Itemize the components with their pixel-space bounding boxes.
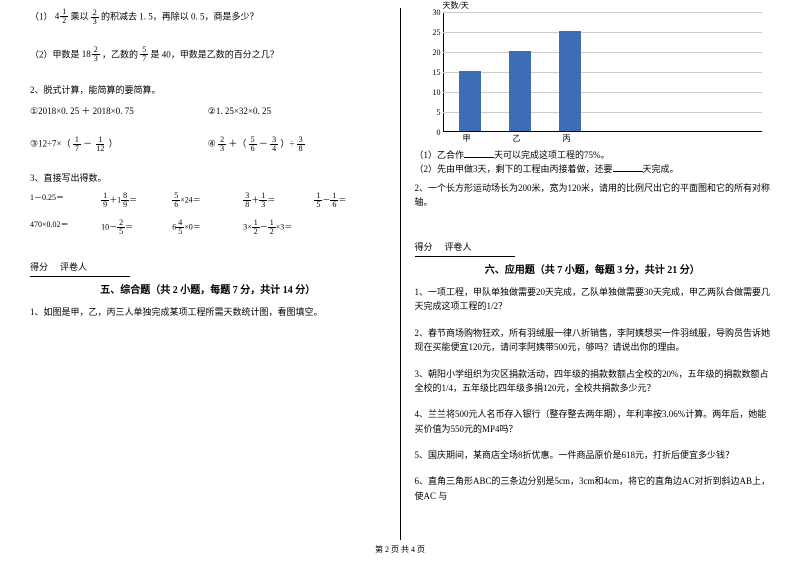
grader-label: 评卷人 [445,240,472,254]
p3-f: 470×0.02＝ [30,219,101,236]
chart-q1: （1）乙合作天可以完成这项工程的75%。 [415,148,771,162]
mixed-frac: 4 12 [55,8,69,25]
r-q5: 5、国庆期间，某商店全场8折优惠。一件商品原价是618元，打折后便宜多少钱？ [415,448,771,462]
txt: 的积减去 1. 5，再除以 0. 5，商是多少？ [101,11,259,21]
y-tick: 15 [423,67,441,80]
y-tick: 10 [423,87,441,100]
y-tick: 25 [423,27,441,40]
gridline [443,32,763,33]
score-label: 得分 [415,240,433,254]
p3-d: 38＋13＝ [243,192,314,209]
p3-h: 645×0＝ [172,219,243,236]
gridline [443,72,763,73]
p2-b: ②1. 25×32×0. 25 [208,104,386,118]
p2-a: ①2018×0. 25 ＋ 2018×0. 75 [30,104,208,118]
int-part: 4 [55,9,60,23]
p3-title: 3、直接写出得数。 [30,171,386,185]
page-footer: 第 2 页 共 4 页 [0,540,800,561]
y-tick: 5 [423,107,441,120]
p2-c: ③12÷7×（ 17 － 112 ） [30,136,208,153]
r-q2: 2、春节商场购物狂欢，所有羽绒服一律八折销售，李阿姨想买一件羽绒服，导购员告诉她… [415,326,771,355]
q1-2: （2）甲数是 18 23 ，乙数的 57 是 40，甲数是乙数的百分之几？ [30,46,386,64]
p3-i: 3×12－12×3＝ [243,219,385,236]
txt: 乘以 [71,11,89,21]
section-5-title: 五、综合题（共 2 小题，每题 7 分，共计 14 分） [30,283,386,299]
score-line [30,276,130,277]
y-axis-label: 天数/天 [443,0,469,13]
bar-乙 [509,51,531,131]
x-label: 甲 [463,133,471,146]
r-q4: 4、兰兰将500元人名币存入银行（整存整去两年期），年利率按3.06%计算。两年… [415,407,771,436]
p2-grid: ①2018×0. 25 ＋ 2018×0. 75 ②1. 25×32×0. 25… [30,104,386,171]
p3-b: 19＋189＝ [101,192,172,209]
r-q3: 3、朝阳小学组织为灾区捐款活动，四年级的捐款数额占全校的20%，五年级的捐款数额… [415,367,771,396]
bar-chart: 天数/天 051015202530甲乙丙 [415,8,771,148]
p3-grid: 1－0.25＝ 19＋189＝ 56×24＝ 38＋13＝ 15－16＝ 470… [30,192,386,246]
r-p2: 2、一个长方形运动场长为200米，宽为120米，请用的比例尺出它的平面图和它的所… [415,181,771,210]
p2-title: 2、脱式计算，能简算的要简算。 [30,83,386,97]
score-label: 得分 [30,260,48,274]
p3-c: 56×24＝ [172,192,243,209]
q1-1: （1） 4 12 乘以 23 的积减去 1. 5，再除以 0. 5，商是多少？ [30,8,386,26]
gridline [443,52,763,53]
y-tick: 0 [423,127,441,140]
section-6-title: 六、应用题（共 7 小题，每题 3 分，共计 21 分） [415,263,771,279]
r-q1: 1、一项工程，甲队单独做需要20天完成，乙队单独做需要30天完成，甲乙两队合做需… [415,285,771,314]
column-divider [400,8,401,540]
bar-丙 [559,31,581,131]
r-q6: 6、直角三角形ABC的三条边分别是5cm，3cm和4cm，将它的直角边AC对折到… [415,474,771,503]
frac: 57 [140,46,148,63]
grader-label: 评卷人 [60,260,87,274]
score-line [415,256,515,257]
page-container: （1） 4 12 乘以 23 的积减去 1. 5，再除以 0. 5，商是多少？ … [0,0,800,540]
left-column: （1） 4 12 乘以 23 的积减去 1. 5，再除以 0. 5，商是多少？ … [20,8,396,540]
x-label: 丙 [563,133,571,146]
gridline [443,92,763,93]
score-row-right: 得分 评卷人 [415,240,771,254]
mixed-frac: 18 23 [82,46,100,63]
p5-1: 1、如图是甲，乙，丙三人单独完成某项工程所需天数统计图，看图填空。 [30,305,386,319]
p2-d: ④ 23 ＋（ 56 － 34 ）÷ 38 [208,136,386,153]
y-tick: 20 [423,47,441,60]
blank-input[interactable] [464,148,494,158]
bar-甲 [459,71,481,131]
frac: 23 [91,9,99,26]
txt: （2）甲数是 [30,49,80,59]
txt: ，乙数的 [102,49,138,59]
p3-g: 10－25＝ [101,219,172,236]
blank-input[interactable] [613,162,643,172]
q1-prefix: （1） [30,11,53,21]
right-column: 天数/天 051015202530甲乙丙 （1）乙合作天可以完成这项工程的75%… [405,8,781,540]
txt: 是 40，甲数是乙数的百分之几？ [151,49,279,59]
p3-e: 15－16＝ [314,192,385,209]
gridline [443,12,763,13]
x-label: 乙 [513,133,521,146]
y-tick: 30 [423,7,441,20]
x-axis [443,131,763,132]
p3-a: 1－0.25＝ [30,192,101,209]
gridline [443,112,763,113]
chart-q2: （2）先由甲做3天，剩下的工程由丙接着做，还要天完成。 [415,162,771,176]
score-row-left: 得分 评卷人 [30,260,386,274]
